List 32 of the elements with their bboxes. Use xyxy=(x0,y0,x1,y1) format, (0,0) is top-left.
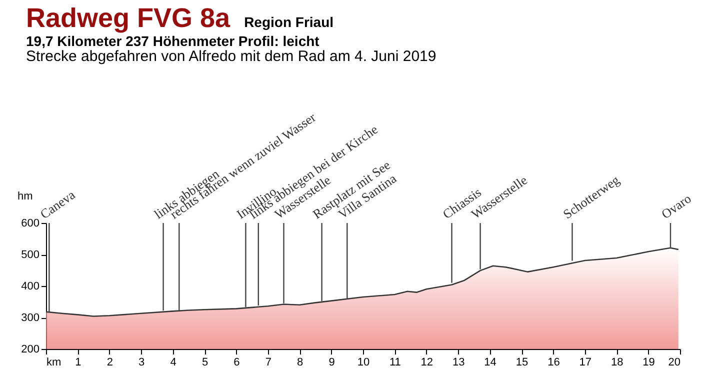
x-tick-label: 18 xyxy=(610,356,624,368)
x-tick-label: 15 xyxy=(516,356,528,368)
x-tick-label: 13 xyxy=(452,356,465,368)
text: 19,7 Kilometer 237 Höhenmeter Profil: leicht xyxy=(26,32,320,50)
x-tick-label: 10 xyxy=(357,356,370,368)
x-tick-label: 8 xyxy=(297,356,304,368)
x-tick-label: 2 xyxy=(106,356,113,368)
x-tick-label: 4 xyxy=(170,356,176,368)
x-tick-label: 20 xyxy=(668,356,680,368)
y-tick-label: 600 xyxy=(21,218,40,230)
x-tick-label: 7 xyxy=(265,356,272,368)
x-tick-label: 16 xyxy=(548,356,560,368)
x-tick-label: 5 xyxy=(202,356,208,368)
text: Strecke abgefahren von Alfredo mit dem Rad am 4. Juni 2019 xyxy=(26,48,436,66)
annotation: Ovaro xyxy=(658,190,694,222)
y-tick-label: 200 xyxy=(21,344,40,356)
y-tick-label: 300 xyxy=(21,312,40,324)
x-tick-label: 3 xyxy=(138,356,145,368)
y-tick-label: 400 xyxy=(21,280,40,292)
x-tick-label: km xyxy=(46,356,62,368)
chart-subtitle: Region Friaul xyxy=(244,14,334,30)
x-tick-label: 9 xyxy=(328,356,335,368)
x-tick-label: 19 xyxy=(642,356,655,368)
x-tick-label: 12 xyxy=(420,356,434,368)
x-tick-label: 11 xyxy=(389,356,401,368)
x-tick-label: 14 xyxy=(484,356,496,368)
y-tick-label: 500 xyxy=(21,249,40,261)
y-axis-title: hm xyxy=(18,190,33,202)
x-tick-label: 17 xyxy=(579,356,592,368)
x-tick-label: 1 xyxy=(75,356,82,368)
chart-title: Radweg FVG 8a xyxy=(26,3,230,33)
x-tick-label: 6 xyxy=(234,356,240,368)
